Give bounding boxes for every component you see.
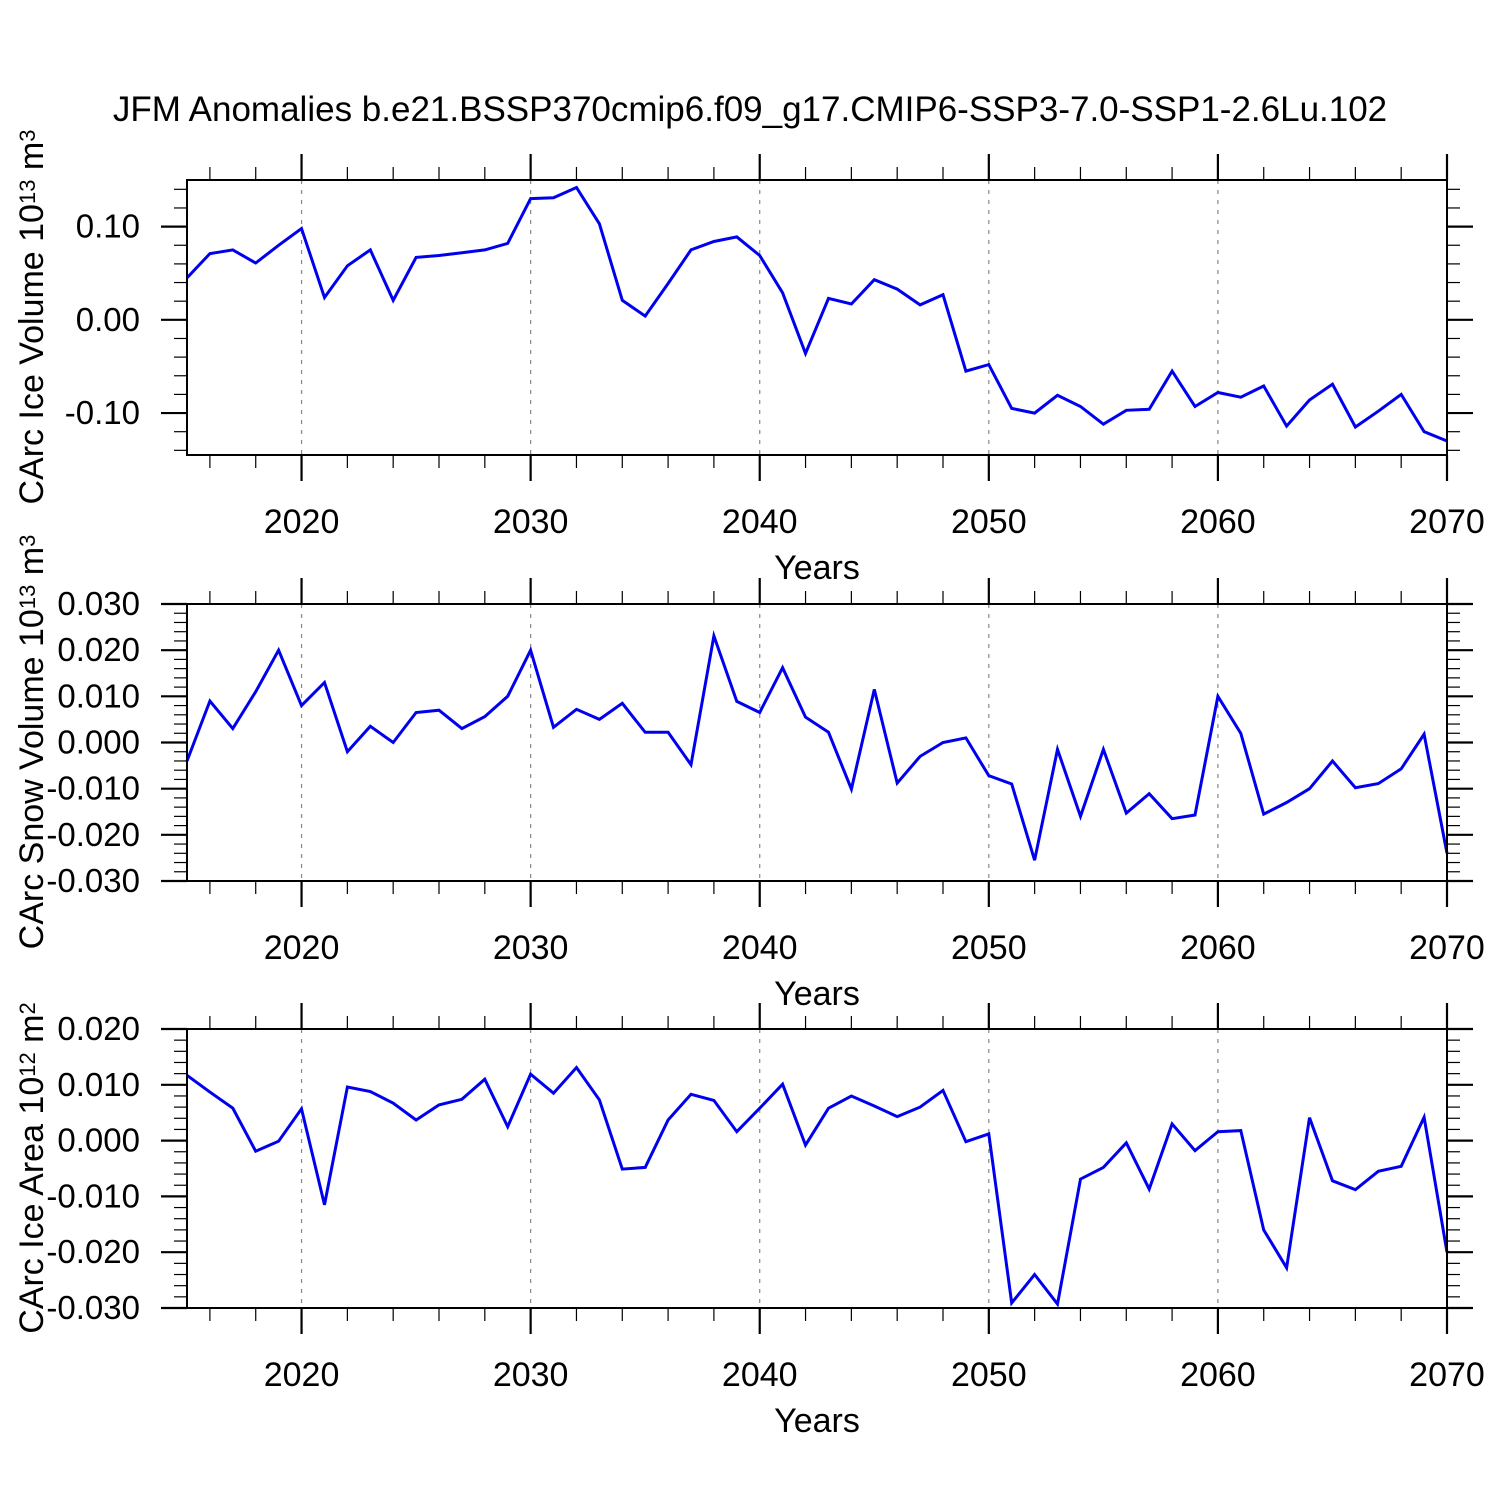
x-tick-label: 2050 bbox=[951, 929, 1027, 967]
x-axis-title: Years bbox=[774, 1402, 860, 1440]
x-tick-label: 2030 bbox=[493, 929, 569, 967]
plot-frame bbox=[186, 179, 1448, 456]
y-tick-label: -0.020 bbox=[46, 816, 140, 853]
y-tick-label: -0.10 bbox=[65, 394, 140, 431]
x-tick-label: 2020 bbox=[264, 929, 340, 967]
y-tick-label: 0.00 bbox=[76, 301, 140, 338]
y-tick-label: -0.010 bbox=[46, 1177, 140, 1214]
y-tick-label: 0.030 bbox=[57, 585, 140, 622]
y-tick-label: -0.010 bbox=[46, 770, 140, 807]
y-tick-label: 0.010 bbox=[57, 1066, 140, 1103]
x-tick-label: 2030 bbox=[493, 503, 569, 541]
y-tick-label: -0.030 bbox=[46, 862, 140, 899]
x-tick-label: 2030 bbox=[493, 1356, 569, 1394]
plot-frame bbox=[186, 1028, 1448, 1309]
y-tick-label: 0.000 bbox=[57, 724, 140, 761]
x-tick-label: 2070 bbox=[1409, 1356, 1485, 1394]
x-tick-label: 2020 bbox=[264, 503, 340, 541]
data-series-line bbox=[186, 1065, 1449, 1308]
x-tick-label: 2050 bbox=[951, 1356, 1027, 1394]
x-tick-label: 2070 bbox=[1409, 929, 1485, 967]
plot-frame bbox=[186, 603, 1448, 882]
carc-ice-volume-chart: 2020 2030 2040 2050 2060 2070 0.10 0.00 -0.10 bbox=[65, 154, 1485, 541]
y-tick-label: 0.010 bbox=[57, 677, 140, 714]
x-tick-label: 2060 bbox=[1180, 1356, 1256, 1394]
x-tick-label: 2060 bbox=[1180, 929, 1256, 967]
x-tick-label: 2040 bbox=[722, 503, 798, 541]
y-tick-label: -0.020 bbox=[46, 1233, 140, 1270]
x-tick-label: 2040 bbox=[722, 929, 798, 967]
x-axis-title: Years bbox=[774, 975, 860, 1013]
y-tick-label: 0.000 bbox=[57, 1122, 140, 1159]
y-tick-label: 0.10 bbox=[76, 208, 140, 245]
y-tick-label: 0.020 bbox=[57, 1010, 140, 1047]
data-series-line bbox=[185, 629, 1449, 861]
data-series-line bbox=[185, 185, 1448, 443]
x-tick-label: 2020 bbox=[264, 1356, 340, 1394]
y-tick-label: 0.020 bbox=[57, 631, 140, 668]
x-tick-label: 2070 bbox=[1409, 503, 1485, 541]
y-tick-label: -0.030 bbox=[46, 1289, 140, 1326]
page-title: JFM Anomalies b.e21.BSSP370cmip6.f09_g17… bbox=[112, 90, 1388, 129]
carc-ice-area-chart: 2020 2030 2040 2050 2060 2070 0.020 0.010 0.000 -… bbox=[46, 1003, 1485, 1394]
x-axis-title: Years bbox=[774, 549, 860, 587]
x-tick-label: 2040 bbox=[722, 1356, 798, 1394]
x-tick-label: 2050 bbox=[951, 503, 1027, 541]
carc-snow-volume-chart: 2020 2030 2040 2050 2060 2070 0.030 0.020 0.010 0… bbox=[46, 578, 1485, 967]
x-tick-label: 2060 bbox=[1180, 503, 1256, 541]
